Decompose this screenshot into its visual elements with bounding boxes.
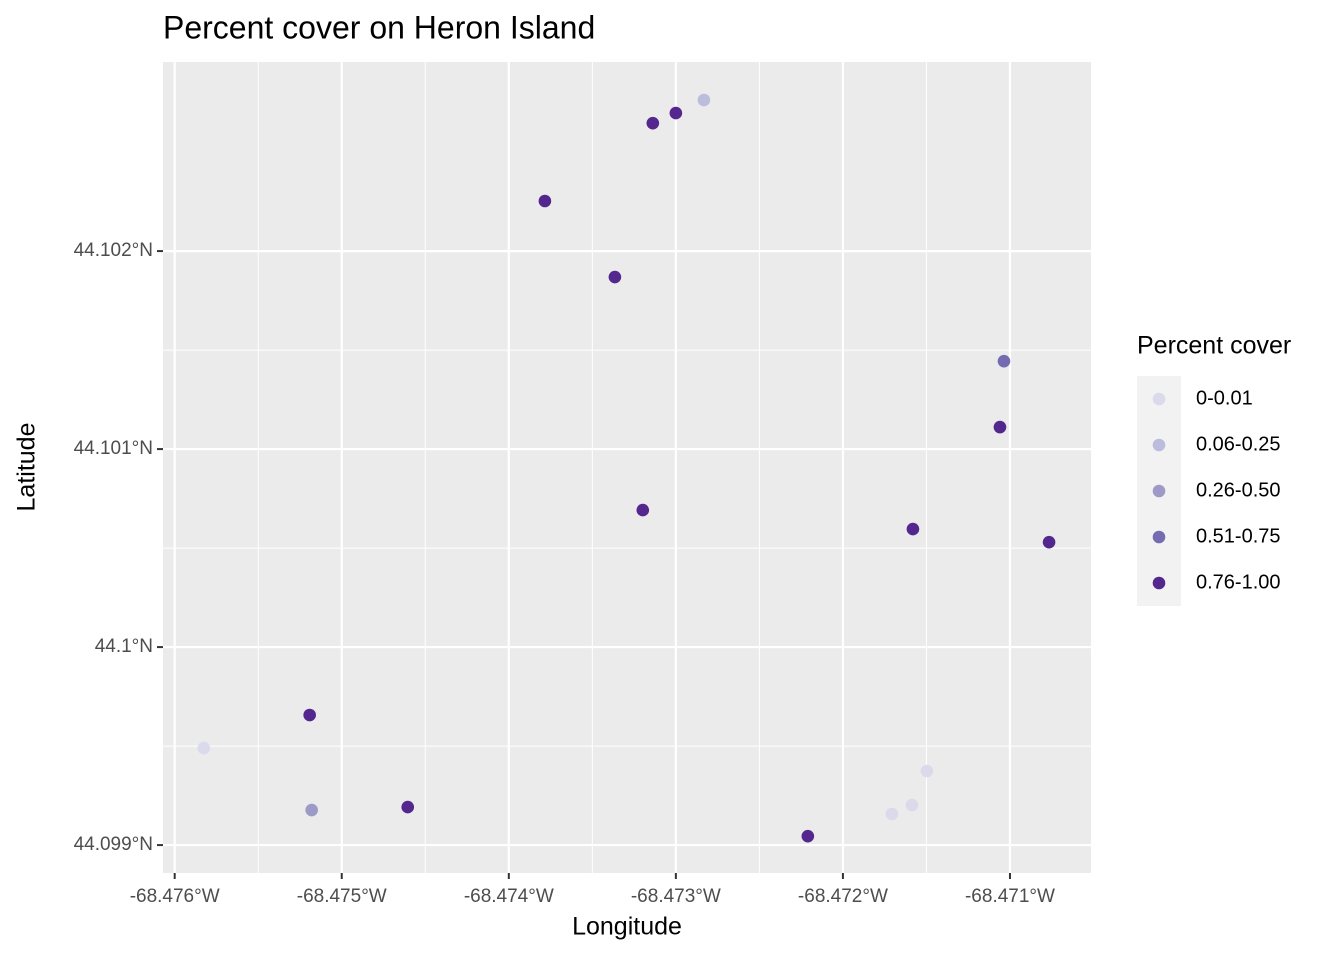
legend-label: 0.26-0.50: [1196, 479, 1281, 501]
y-tick-label: 44.101°N: [74, 438, 153, 459]
grid: [163, 62, 1091, 873]
point: [538, 194, 552, 208]
point: [697, 93, 711, 107]
point: [801, 829, 815, 843]
point: [608, 270, 622, 284]
x-tick-label: -68.474°W: [464, 886, 554, 907]
panel: [163, 62, 1091, 873]
point: [303, 708, 316, 722]
legend-label: 0-0.01: [1196, 387, 1253, 409]
y-tick-label: 44.102°N: [74, 240, 153, 261]
point: [197, 741, 211, 755]
x-tick-label: -68.476°W: [130, 886, 220, 907]
x-tick-label: -68.475°W: [297, 886, 387, 907]
x-axis-title: Longitude: [572, 913, 682, 941]
legend-label: 0.06-0.25: [1196, 433, 1281, 455]
marks: [197, 93, 1056, 843]
legend-key: [1152, 392, 1166, 406]
point: [401, 800, 415, 814]
x-tick-label: -68.472°W: [798, 886, 888, 907]
point: [993, 420, 1007, 434]
y-axis-title: Latitude: [13, 423, 41, 512]
legend-key: [1152, 530, 1166, 544]
legend-label: 0.51-0.75: [1196, 525, 1281, 547]
point: [669, 106, 683, 120]
point: [1042, 535, 1056, 549]
point: [636, 503, 650, 517]
x-tick-label: -68.473°W: [631, 886, 721, 907]
point: [906, 522, 920, 536]
legend-key: [1152, 438, 1166, 452]
legend-key: [1152, 576, 1166, 590]
point: [920, 764, 934, 778]
y-tick-label: 44.1°N: [95, 636, 153, 657]
legend-key: [1152, 484, 1166, 498]
x-tick-label: -68.471°W: [965, 886, 1055, 907]
point: [997, 354, 1011, 368]
point: [885, 807, 899, 821]
y-tick-label: 44.099°N: [74, 834, 153, 855]
point: [305, 803, 318, 817]
legend-label: 0.76-1.00: [1196, 571, 1281, 593]
point: [905, 798, 919, 812]
point: [646, 116, 660, 130]
legend-title: Percent cover: [1137, 332, 1291, 360]
chart-title: Percent cover on Heron Island: [163, 9, 595, 45]
